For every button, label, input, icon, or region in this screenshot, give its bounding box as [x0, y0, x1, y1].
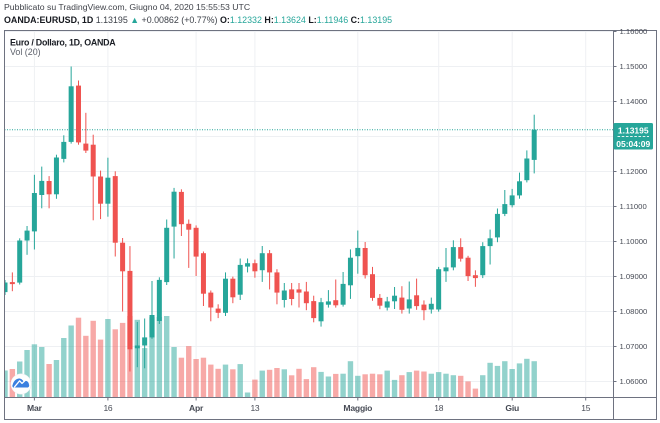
svg-text:16: 16	[103, 403, 112, 413]
svg-text:1.08000: 1.08000	[620, 307, 648, 316]
svg-text:18: 18	[434, 403, 443, 413]
svg-text:1.11000: 1.11000	[620, 202, 647, 211]
svg-text:1.10000: 1.10000	[620, 237, 648, 246]
svg-text:1.07000: 1.07000	[620, 342, 648, 351]
svg-text:1.16000: 1.16000	[620, 27, 648, 36]
svg-text:Vol (20): Vol (20)	[10, 47, 41, 57]
svg-text:15: 15	[581, 403, 590, 413]
svg-text:1.15000: 1.15000	[620, 62, 648, 71]
svg-text:1.06000: 1.06000	[620, 377, 648, 386]
svg-text:Mar: Mar	[27, 403, 43, 413]
svg-text:13: 13	[250, 403, 259, 413]
svg-text:Euro / Dollaro, 1D, OANDA: Euro / Dollaro, 1D, OANDA	[10, 38, 116, 48]
svg-text:1.13195: 1.13195	[618, 126, 649, 136]
svg-text:1.14000: 1.14000	[620, 97, 648, 106]
svg-text:Apr: Apr	[189, 403, 204, 413]
svg-text:1.09000: 1.09000	[620, 272, 648, 281]
svg-text:Maggio: Maggio	[343, 403, 372, 413]
svg-text:05:04:09: 05:04:09	[616, 139, 650, 149]
svg-text:1.12000: 1.12000	[620, 167, 648, 176]
svg-text:Giu: Giu	[505, 403, 519, 413]
